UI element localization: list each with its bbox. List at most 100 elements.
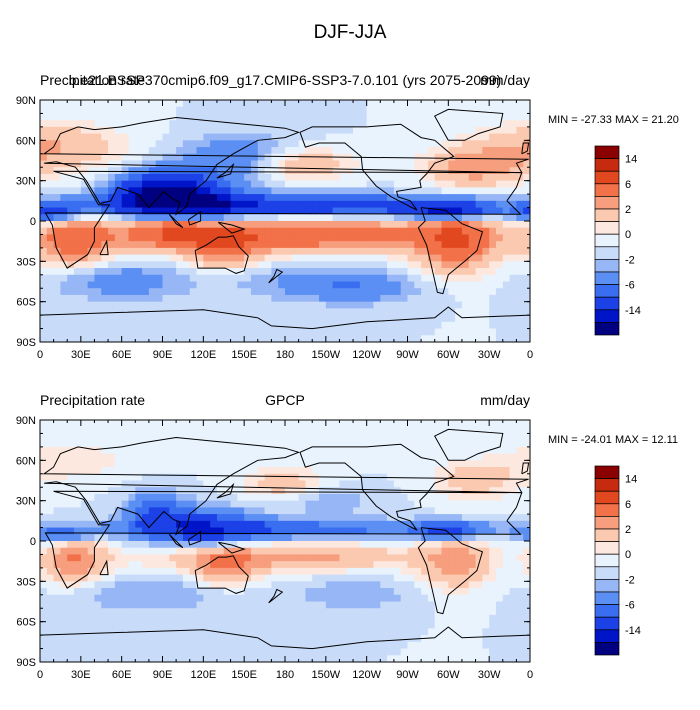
precip-cell [373,161,380,168]
precip-cell [60,282,67,289]
precip-cell [163,134,170,141]
precip-cell [326,214,333,221]
precip-cell [380,440,387,447]
precip-cell [197,329,204,336]
precip-cell [387,187,394,194]
precip-cell [156,107,163,114]
precip-cell [88,622,95,629]
precip-cell [353,268,360,275]
precip-cell [510,481,517,488]
precip-cell [142,268,149,275]
precip-cell [516,440,523,447]
precip-cell [183,214,190,221]
precip-cell [503,541,510,548]
precip-cell [163,440,170,447]
precip-cell [108,329,115,336]
precip-cell [67,528,74,535]
precip-cell [149,113,156,120]
precip-cell [401,228,408,235]
precip-cell [217,187,224,194]
precip-cell [346,554,353,561]
precip-cell [156,561,163,568]
precip-cell [176,481,183,488]
precip-cell [190,514,197,521]
precip-cell [135,268,142,275]
precip-cell [210,282,217,289]
precip-cell [94,241,101,248]
precip-cell [108,261,115,268]
precip-cell [258,248,265,255]
precip-cell [244,234,251,241]
precip-cell [421,521,428,528]
precip-cell [74,433,81,440]
precip-cell [251,268,258,275]
precip-cell [176,561,183,568]
precip-cell [489,174,496,181]
precip-cell [237,127,244,134]
precip-cell [88,268,95,275]
precip-cell [60,554,67,561]
precip-cell [258,174,265,181]
precip-cell [251,595,258,602]
precip-cell [271,541,278,548]
precip-cell [496,261,503,268]
precip-cell [435,595,442,602]
precip-cell [163,575,170,582]
precip-cell [319,460,326,467]
precip-cell [482,521,489,528]
precip-cell [244,127,251,134]
precip-cell [142,288,149,295]
precip-cell [101,107,108,114]
precip-cell [237,521,244,528]
precip-cell [237,433,244,440]
precip-cell [299,575,306,582]
precip-cell [312,615,319,622]
precip-cell [278,595,285,602]
precip-cell [367,322,374,329]
precip-cell [271,315,278,322]
precip-cell [217,608,224,615]
precip-cell [448,295,455,302]
precip-cell [319,234,326,241]
precip-cell [496,521,503,528]
precip-cell [305,595,312,602]
precip-cell [299,295,306,302]
precip-cell [176,454,183,461]
precip-cell [353,187,360,194]
precip-cell [67,608,74,615]
precip-cell [326,161,333,168]
precip-cell [408,107,415,114]
precip-cell [367,113,374,120]
precip-cell [135,147,142,154]
precip-cell [67,241,74,248]
precip-cell [67,315,74,322]
precip-cell [176,187,183,194]
precip-cell [156,588,163,595]
precip-cell [503,329,510,336]
precip-cell [88,302,95,309]
precip-cell [346,107,353,114]
precip-cell [135,322,142,329]
precip-cell [271,615,278,622]
precip-cell [108,208,115,215]
precip-cell [312,288,319,295]
precip-cell [278,275,285,282]
precip-cell [40,514,47,521]
precip-cell [312,329,319,336]
precip-cell [394,460,401,467]
precip-cell [516,295,523,302]
precip-cell [163,100,170,107]
precip-cell [496,295,503,302]
precip-cell [442,248,449,255]
precip-cell [142,494,149,501]
precip-cell [176,120,183,127]
precip-cell [122,315,129,322]
precip-cell [448,107,455,114]
precip-cell [183,181,190,188]
precip-cell [271,427,278,434]
precip-cell [231,261,238,268]
precip-cell [224,575,231,582]
precip-cell [47,608,54,615]
precip-cell [237,107,244,114]
precip-cell [482,548,489,555]
